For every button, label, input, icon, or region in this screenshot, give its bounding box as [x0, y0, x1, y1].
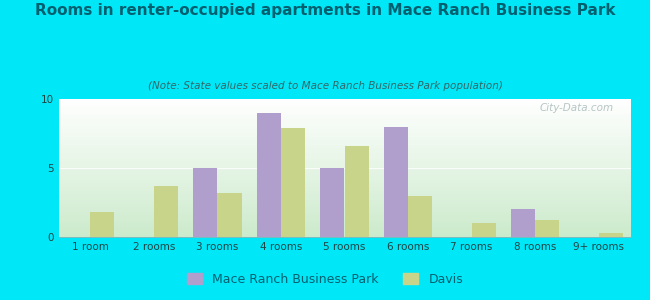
- Bar: [599, 233, 623, 237]
- Bar: [384, 127, 408, 237]
- Bar: [535, 220, 559, 237]
- Bar: [320, 168, 344, 237]
- Bar: [90, 212, 114, 237]
- Bar: [193, 168, 217, 237]
- Bar: [257, 113, 281, 237]
- Text: (Note: State values scaled to Mace Ranch Business Park population): (Note: State values scaled to Mace Ranch…: [148, 81, 502, 91]
- Bar: [511, 209, 535, 237]
- Bar: [217, 193, 242, 237]
- Text: City-Data.com: City-Data.com: [540, 103, 614, 113]
- Bar: [281, 128, 305, 237]
- Bar: [472, 223, 496, 237]
- Bar: [154, 186, 178, 237]
- Bar: [344, 146, 369, 237]
- Legend: Mace Ranch Business Park, Davis: Mace Ranch Business Park, Davis: [182, 268, 468, 291]
- Bar: [408, 196, 432, 237]
- Text: Rooms in renter-occupied apartments in Mace Ranch Business Park: Rooms in renter-occupied apartments in M…: [34, 3, 616, 18]
